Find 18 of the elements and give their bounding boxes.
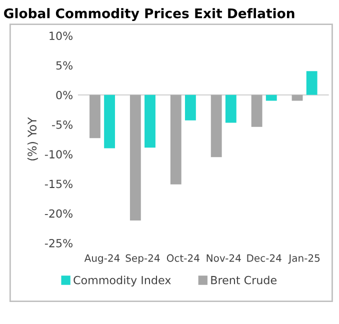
y-tick-label: -20% xyxy=(44,209,72,218)
y-tick-label: -5% xyxy=(52,120,72,129)
y-tick-label: -10% xyxy=(44,150,72,159)
x-tick-label: Sep-24 xyxy=(126,254,160,264)
x-tick-label: Jan-25 xyxy=(288,254,320,264)
y-tick-label: 5% xyxy=(56,61,72,70)
legend-label: Brent Crude xyxy=(211,276,276,284)
y-tick-label: -15% xyxy=(44,180,72,188)
y-tick-label: 0% xyxy=(56,90,72,100)
y-tick-label: -25% xyxy=(44,238,72,248)
x-tick-label: Dec-24 xyxy=(247,254,282,262)
x-tick-label: Oct-24 xyxy=(166,254,200,262)
chart-title: Global Commodity Prices Exit Deflation xyxy=(4,8,294,21)
x-tick-label: Nov-24 xyxy=(206,254,241,262)
y-axis-title: (%) YoY xyxy=(27,117,38,160)
legend-label: Commodity Index xyxy=(74,276,171,286)
y-tick-label: 10% xyxy=(50,32,72,40)
x-tick-label: Aug-24 xyxy=(84,254,120,264)
